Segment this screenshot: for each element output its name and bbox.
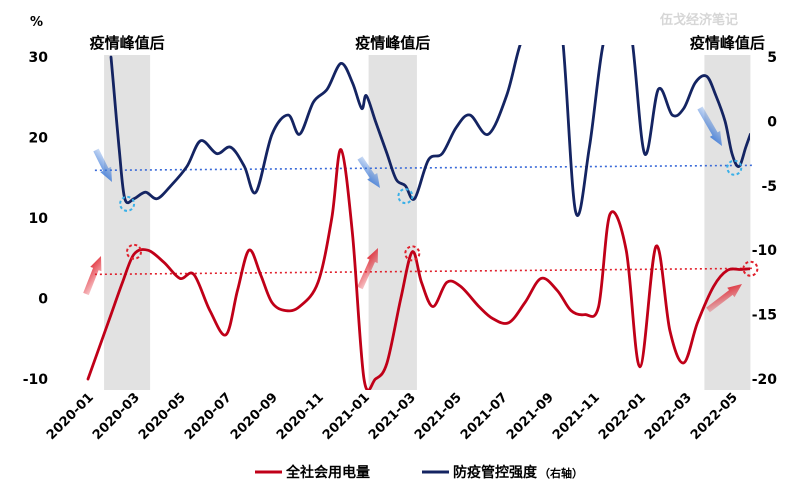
x-tick-label: 2020-09 [228, 390, 281, 443]
x-tick-label: 2020-05 [136, 390, 189, 443]
highlight-marker-2 [404, 245, 421, 262]
highlight-marker-6 [726, 159, 743, 176]
up-arrow-icon [706, 283, 743, 313]
trend-arrows [83, 106, 743, 313]
left-y-tick-label: 10 [29, 211, 49, 227]
left-unit-label: % [30, 15, 43, 30]
x-tick-label: 2021-01 [320, 390, 373, 443]
x-tick-label: 2020-11 [274, 390, 327, 443]
electricity-series-line [86, 148, 750, 390]
x-tick-label: 2021-11 [550, 390, 603, 443]
highlight-marker-1 [126, 243, 142, 260]
series-lines [86, 45, 750, 390]
legend-label: 全社会用电量 [285, 464, 370, 481]
left-y-tick-label: 0 [38, 292, 48, 308]
shaded-region-label-2: 疫情峰值后 [355, 34, 430, 52]
right-y-tick-label: 5 [767, 50, 777, 66]
up-arrow-icon [357, 248, 378, 290]
shaded-regions: 疫情峰值后 疫情峰值后 疫情峰值后 [90, 34, 765, 390]
watermark: 伍戈经济笔记 [659, 12, 738, 28]
down-arrow-icon [93, 148, 113, 183]
right-y-tick-label: -10 [752, 243, 778, 259]
highlight-marker-4 [119, 195, 136, 212]
highlight-marker-5 [397, 188, 414, 205]
x-tick-label: 2020-03 [90, 390, 143, 443]
shaded-region-3 [704, 55, 751, 390]
right-y-tick-label: -20 [752, 372, 778, 388]
up-arrow-icon [83, 255, 102, 296]
left-axis: 30 20 10 0 -10 [23, 50, 49, 388]
x-tick-label: 2022-05 [688, 390, 741, 443]
legend-item-control: 防疫管控强度 （右轴） [422, 464, 583, 481]
left-y-tick-label: -10 [23, 372, 49, 388]
x-tick-label: 2022-01 [596, 390, 649, 443]
left-y-tick-label: 30 [29, 50, 49, 66]
x-tick-label: 2022-03 [642, 390, 695, 443]
right-axis: 5 0 -5 -10 -15 -20 [752, 50, 778, 388]
x-tick-label: 2021-09 [504, 390, 557, 443]
x-tick-label: 2020-07 [182, 390, 235, 443]
control-intensity-series-line [109, 45, 750, 217]
shaded-region-1 [104, 55, 151, 390]
x-tick-label: 2021-07 [458, 390, 511, 443]
right-y-tick-label: -5 [761, 179, 777, 195]
left-y-tick-label: 20 [29, 131, 49, 147]
down-arrow-icon [357, 156, 380, 188]
highlight-marker-3 [742, 260, 759, 277]
x-axis: 2020-012020-032020-052020-072020-092020-… [44, 390, 741, 443]
right-y-tick-label: -15 [752, 308, 777, 324]
shaded-region-label-1: 疫情峰值后 [90, 34, 165, 52]
x-tick-label: 2021-05 [412, 390, 465, 443]
highlight-markers [119, 159, 759, 277]
legend-label: 防疫管控强度 （右轴） [453, 464, 583, 481]
down-arrow-icon [697, 106, 723, 147]
shaded-region-label-3: 疫情峰值后 [690, 34, 765, 52]
legend-item-electricity: 全社会用电量 [255, 464, 370, 481]
x-tick-label: 2020-01 [44, 390, 97, 443]
x-tick-label: 2021-03 [366, 390, 419, 443]
legend: 全社会用电量 防疫管控强度 （右轴） [255, 464, 583, 481]
right-y-tick-label: 0 [767, 114, 777, 130]
